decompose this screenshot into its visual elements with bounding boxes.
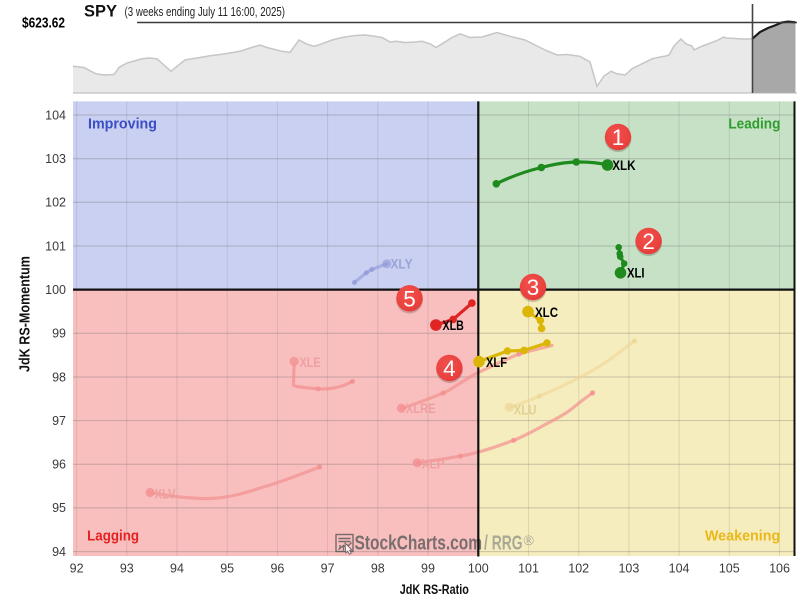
svg-text:94: 94 [170,562,184,576]
svg-text:106: 106 [769,562,790,576]
svg-text:XLF: XLF [486,354,507,370]
svg-text:JdK RS-Ratio: JdK RS-Ratio [400,581,469,597]
svg-text:XLP: XLP [422,456,445,472]
svg-text:96: 96 [270,562,284,576]
svg-text:101: 101 [518,562,539,576]
svg-text:XLU: XLU [514,402,537,418]
svg-text:95: 95 [52,501,66,515]
svg-text:XLY: XLY [391,256,414,272]
svg-text:XLRE: XLRE [406,400,436,416]
svg-text:100: 100 [468,562,489,576]
svg-text:92: 92 [70,562,84,576]
svg-text:$623.62: $623.62 [22,16,65,32]
svg-text:98: 98 [371,562,385,576]
svg-text:102: 102 [568,562,589,576]
svg-text:105: 105 [719,562,740,576]
svg-text:XLE: XLE [300,354,321,370]
svg-text:103: 103 [618,562,639,576]
svg-text:StockCharts.com: StockCharts.com [355,533,483,555]
svg-text:100: 100 [45,283,66,297]
svg-text:99: 99 [421,562,435,576]
svg-text:2: 2 [642,229,655,254]
svg-text:104: 104 [45,108,66,122]
svg-text:Leading: Leading [728,116,780,133]
svg-text:5: 5 [403,287,416,312]
svg-text:SPY: SPY [84,2,118,21]
svg-text:XLV: XLV [155,486,177,502]
svg-text:93: 93 [120,562,134,576]
svg-text:/ RRG: / RRG [484,533,523,555]
svg-text:3: 3 [527,275,540,300]
svg-text:99: 99 [52,327,66,341]
svg-text:XLI: XLI [627,265,645,281]
svg-text:Lagging: Lagging [87,528,139,545]
svg-text:4: 4 [443,356,456,381]
svg-text:97: 97 [52,414,66,428]
svg-text:95: 95 [220,562,234,576]
svg-text:Weakening: Weakening [705,527,780,544]
svg-text:XLB: XLB [443,317,464,333]
svg-text:101: 101 [45,239,66,253]
svg-text:102: 102 [45,196,66,210]
svg-text:104: 104 [669,562,690,576]
svg-text:98: 98 [52,370,66,384]
svg-text:97: 97 [321,562,335,576]
svg-text:103: 103 [45,152,66,166]
svg-text:(3 weeks ending July 11 16:00,: (3 weeks ending July 11 16:00, 2025) [125,4,286,19]
svg-text:®: ® [524,532,535,548]
svg-text:JdK RS-Momentum: JdK RS-Momentum [18,256,34,372]
svg-text:96: 96 [52,458,66,472]
svg-text:XLC: XLC [535,304,558,320]
svg-text:Improving: Improving [88,116,157,133]
svg-text:1: 1 [612,125,625,150]
svg-text:94: 94 [52,545,66,559]
svg-text:XLK: XLK [612,157,635,173]
